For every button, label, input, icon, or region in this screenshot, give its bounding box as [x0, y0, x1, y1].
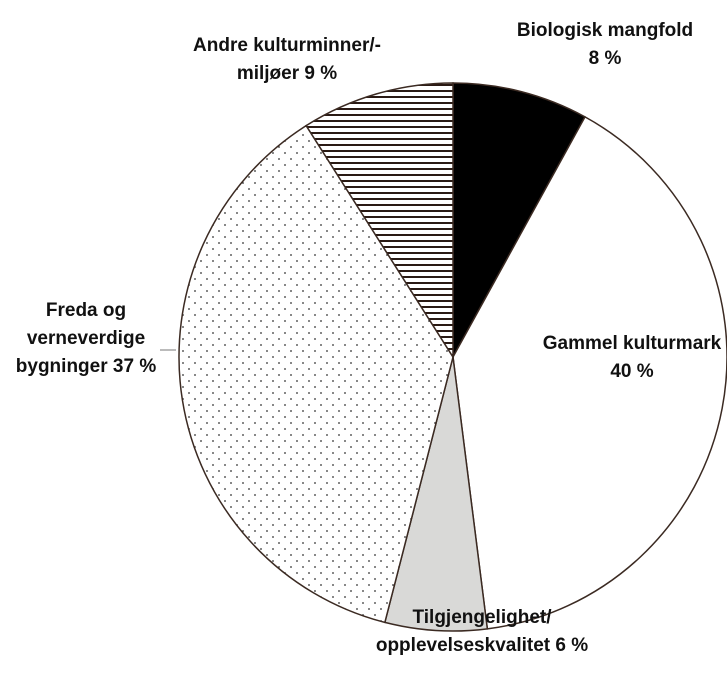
pie-slice: [452, 82, 587, 358]
category-name: Freda og verneverdige bygninger: [15, 300, 146, 377]
pie-slice: [452, 115, 727, 630]
value-label: 8 %: [588, 48, 622, 69]
value-label: 40 %: [610, 361, 654, 382]
value-label: 6 %: [555, 635, 589, 656]
slice-label: Andre kulturminner/-miljøer 9 %: [192, 32, 382, 88]
category-name: Andre kulturminner/-miljøer: [193, 35, 381, 84]
slice-label: Tilgjengelighet/ opplevelseskvalitet 6 %: [362, 604, 602, 660]
value-label: 9 %: [304, 63, 338, 84]
category-name: Biologisk mangfold: [516, 20, 694, 41]
slice-label: Freda og verneverdige bygninger 37 %: [1, 297, 171, 381]
category-name: Gammel kulturmark: [542, 333, 722, 354]
pie-slice: [305, 82, 454, 360]
value-label: 37 %: [112, 356, 157, 377]
slice-label: Biologisk mangfold 8 %: [515, 17, 695, 73]
category-name: Tilgjengelighet/ opplevelseskvalitet: [375, 607, 552, 656]
slice-label: Gammel kulturmark 40 %: [532, 330, 727, 386]
